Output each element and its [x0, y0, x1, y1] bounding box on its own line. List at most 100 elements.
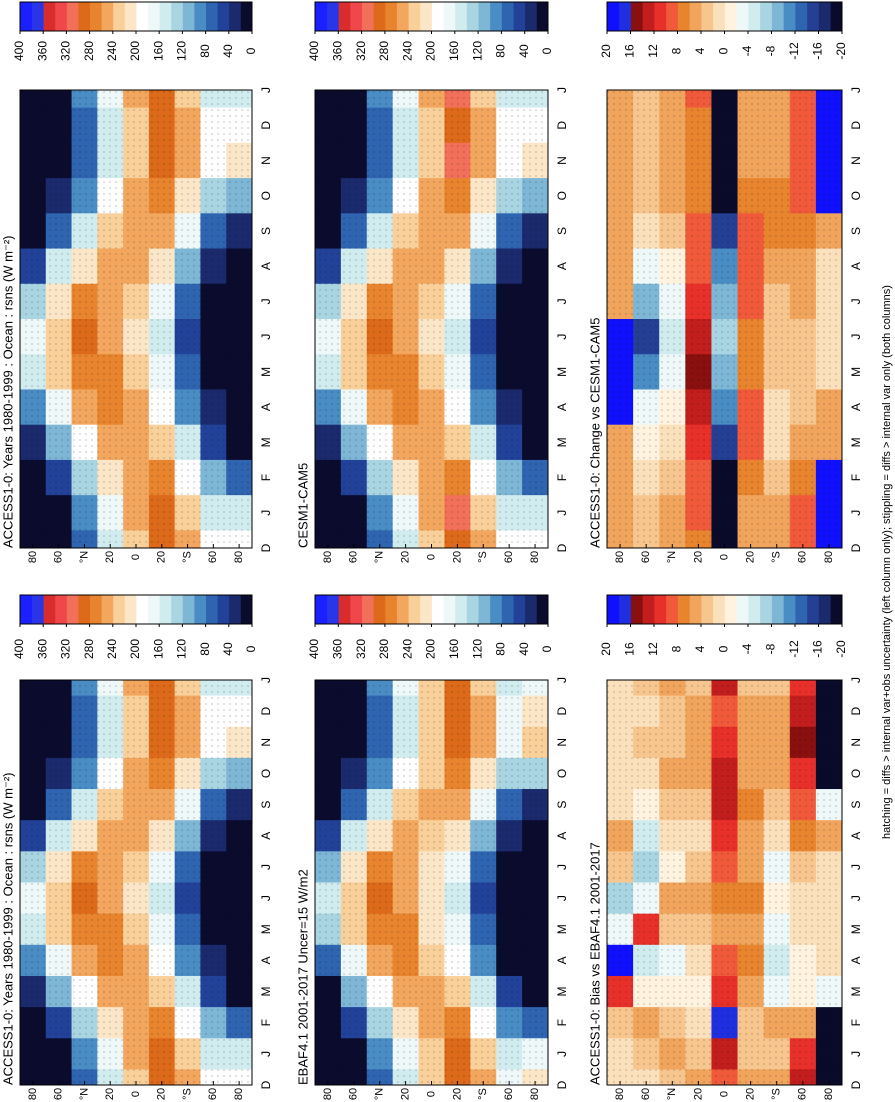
y-tick-label: 60: [640, 1088, 652, 1100]
colorbar-cell: [630, 2, 643, 31]
panel-title: EBAF4.1 2001-2017 Uncer=15 W/m2: [295, 869, 310, 1085]
colorbar-cell: [101, 595, 114, 624]
colorbar-cell: [170, 595, 183, 624]
colorbar-label: -8: [764, 45, 778, 56]
y-tick-label: 80: [322, 551, 334, 563]
x-tick-label: J: [849, 677, 863, 683]
x-tick-label: A: [849, 832, 863, 840]
colorbar-cell: [43, 2, 56, 31]
x-tick-label: J: [259, 864, 273, 870]
colorbar-cell: [20, 595, 32, 624]
colorbar-cell: [89, 595, 102, 624]
x-tick-label: S: [555, 227, 569, 235]
x-tick-label: A: [555, 956, 569, 964]
x-tick-label: A: [849, 403, 863, 411]
y-tick-label: 20: [400, 551, 412, 563]
y-tick-label: °N: [374, 1088, 386, 1100]
y-tick-label: 80: [614, 551, 626, 563]
colorbar-cell: [454, 2, 467, 31]
colorbar-cell: [736, 2, 749, 31]
y-tick-label: 60: [797, 1088, 809, 1100]
colorbar-label: 320: [354, 639, 368, 659]
colorbar-cell: [159, 2, 172, 31]
colorbar-label: -16: [811, 42, 825, 60]
colorbar-label: 0: [717, 47, 731, 54]
colorbar-label: 8: [670, 645, 684, 652]
colorbar-cell: [112, 2, 125, 31]
colorbar-cell: [818, 595, 831, 624]
colorbar-cell: [384, 595, 397, 624]
colorbar-cell: [701, 595, 714, 624]
y-tick-label: 80: [27, 1088, 39, 1100]
colorbar-cell: [724, 595, 737, 624]
colorbar-cell: [338, 595, 351, 624]
colorbar-label: 240: [400, 639, 414, 659]
stipple: [315, 680, 548, 1085]
x-tick-label: D: [555, 121, 569, 130]
x-tick-label: J: [555, 895, 569, 901]
x-tick-label: D: [259, 1080, 273, 1089]
y-tick-label: 80: [233, 1088, 245, 1100]
x-tick-label: O: [849, 769, 863, 778]
x-tick-label: D: [555, 543, 569, 552]
y-tick-label: 80: [233, 551, 245, 563]
colorbar-cell: [748, 595, 761, 624]
colorbar-cell: [31, 2, 44, 31]
colorbar-cell: [783, 595, 796, 624]
x-tick-label: M: [555, 367, 569, 377]
x-tick-label: J: [259, 677, 273, 683]
y-tick-label: 80: [27, 551, 39, 563]
x-tick-label: A: [849, 262, 863, 270]
colorbar-label: 200: [128, 639, 142, 659]
colorbar-cell: [159, 595, 172, 624]
colorbar-cell: [431, 595, 444, 624]
colorbar-label: 120: [175, 41, 189, 61]
colorbar-cell: [654, 595, 667, 624]
colorbar-cell: [419, 595, 432, 624]
colorbar-cell: [806, 2, 819, 31]
colorbar-label: 360: [35, 41, 49, 61]
y-tick-label: °S: [771, 1088, 783, 1100]
stipple: [607, 680, 842, 1085]
x-tick-label: O: [555, 769, 569, 778]
x-tick-label: A: [259, 956, 273, 964]
x-tick-label: A: [555, 403, 569, 411]
colorbar-cell: [240, 2, 253, 31]
colorbar-cell: [665, 2, 678, 31]
colorbar-label: 20: [599, 44, 613, 58]
y-tick-label: °N: [666, 551, 678, 563]
y-tick-label: °S: [477, 1088, 489, 1100]
colorbar-cell: [795, 595, 808, 624]
colorbar-cell: [489, 595, 502, 624]
x-tick-label: J: [555, 87, 569, 93]
colorbar-cell: [78, 2, 90, 31]
colorbar-cell: [419, 2, 432, 31]
colorbar-label: 200: [128, 41, 142, 61]
colorbar-cell: [443, 2, 456, 31]
field: [20, 90, 252, 548]
colorbar-cell: [689, 2, 702, 31]
colorbar-cell: [326, 2, 339, 31]
colorbar-cell: [112, 595, 125, 624]
y-tick-label: 20: [156, 551, 168, 563]
colorbar-label: 16: [623, 642, 637, 656]
x-tick-label: D: [555, 1080, 569, 1089]
x-tick-label: S: [849, 801, 863, 809]
y-tick-label: 20: [156, 1088, 168, 1100]
colorbar-label: 400: [12, 41, 26, 61]
colorbar-label: 400: [307, 639, 321, 659]
colorbar-label: 20: [599, 642, 613, 656]
y-tick-label: 0: [718, 1091, 730, 1097]
panel-title: ACCESS1-0: Years 1980-1999 : Ocean : rsn…: [0, 773, 15, 1086]
colorbar-cell: [396, 595, 409, 624]
x-tick-label: F: [849, 474, 863, 481]
colorbar-cell: [642, 2, 655, 31]
y-tick-label: 80: [529, 1088, 541, 1100]
y-tick-label: 80: [322, 1088, 334, 1100]
x-tick-label: M: [555, 437, 569, 447]
colorbar-cell: [607, 2, 620, 31]
colorbar-cell: [783, 2, 796, 31]
colorbar-cell: [349, 595, 363, 624]
colorbar-cell: [136, 2, 148, 31]
colorbar-label: 160: [447, 639, 461, 659]
